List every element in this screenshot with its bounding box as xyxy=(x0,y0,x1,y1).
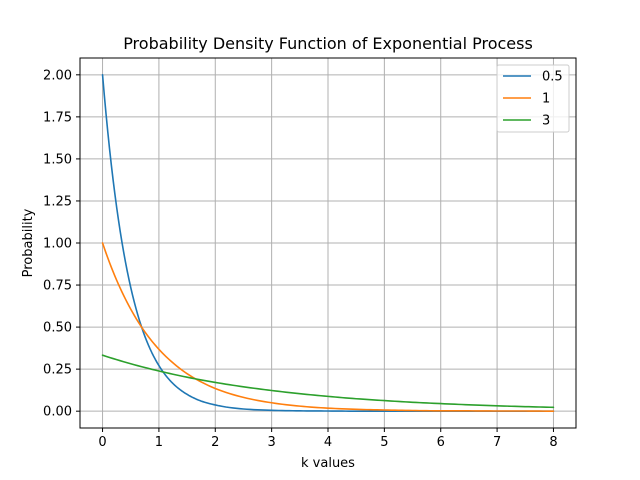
y-tick-label: 0.25 xyxy=(43,363,72,378)
y-tick-label: 1.25 xyxy=(43,194,72,209)
x-axis-title: k values xyxy=(301,456,355,471)
legend-label: 0.5 xyxy=(542,70,563,85)
x-tick-label: 5 xyxy=(380,435,388,450)
x-tick-label: 8 xyxy=(549,435,557,450)
legend: 0.5 1 3 xyxy=(496,64,570,133)
x-tick-label: 6 xyxy=(437,435,445,450)
x-tick-label: 4 xyxy=(324,435,332,450)
x-axis-ticks: 0 1 2 3 4 5 6 7 8 xyxy=(98,428,558,450)
y-tick-label: 0.50 xyxy=(43,321,72,336)
y-axis-title: Probability xyxy=(21,208,36,277)
x-tick-label: 3 xyxy=(267,435,275,450)
y-tick-label: 2.00 xyxy=(43,68,72,83)
chart-title: Probability Density Function of Exponent… xyxy=(123,34,533,53)
legend-label: 3 xyxy=(542,114,550,129)
legend-label: 1 xyxy=(542,92,550,107)
y-axis-ticks: 0.00 0.25 0.50 0.75 1.00 1.25 1.50 1.75 2.00 xyxy=(43,68,80,420)
legend-box xyxy=(496,64,570,133)
y-tick-label: 0.75 xyxy=(43,279,72,294)
x-tick-label: 2 xyxy=(211,435,219,450)
plot-series xyxy=(101,74,555,412)
y-tick-label: 1.00 xyxy=(43,237,72,252)
y-tick-label: 1.50 xyxy=(43,152,72,167)
y-tick-label: 1.75 xyxy=(43,110,72,125)
x-tick-label: 1 xyxy=(155,435,163,450)
y-tick-label: 0.00 xyxy=(43,405,72,420)
x-tick-label: 7 xyxy=(493,435,501,450)
series-line-1 xyxy=(101,242,555,412)
x-tick-label: 0 xyxy=(98,435,106,450)
series-line-3 xyxy=(101,354,555,409)
